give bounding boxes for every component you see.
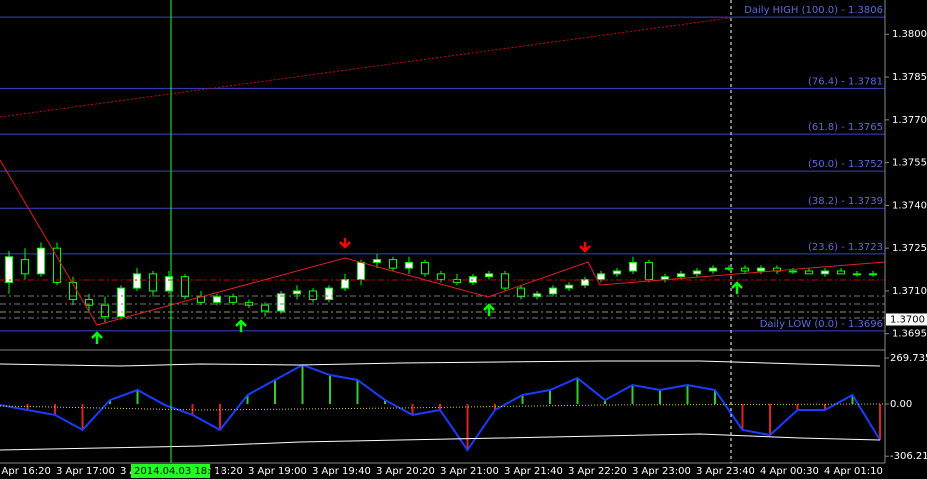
candle-body	[277, 293, 285, 312]
x-tick-label: 3 Apr 16:20	[0, 466, 51, 477]
candle-body	[517, 287, 525, 298]
candle-body	[85, 299, 93, 306]
fib-label: (23.6) - 1.3723	[808, 242, 883, 253]
indicator-panel	[0, 363, 881, 452]
y-tick-label: 1.3800	[892, 29, 927, 40]
x-tick-label: 3 Apr 23:00	[632, 466, 691, 477]
fib-label: (50.0) - 1.3752	[808, 159, 883, 170]
trend-line	[0, 17, 731, 118]
x-tick-label: 3 Apr 22:20	[568, 466, 627, 477]
candle-body	[629, 261, 637, 272]
candle-body	[261, 304, 269, 312]
zigzag	[0, 159, 886, 326]
x-tick-label: 3 Apr 21:00	[440, 466, 499, 477]
x-tick-label: 3 Apr 19:40	[312, 466, 371, 477]
price-panel: Daily HIGH (100.0) - 1.3806 (76.4) - 1.37…	[0, 5, 885, 332]
candle-body	[373, 259, 381, 263]
candle-body	[21, 259, 29, 275]
upper-band	[0, 360, 881, 367]
sell-arrow	[339, 238, 351, 249]
y-tick-label: 1.3725	[892, 243, 927, 254]
candle-body	[869, 273, 877, 276]
oscillator-line	[0, 363, 881, 452]
sell-arrow	[579, 242, 591, 253]
x-tick-label: 3 Apr 18:20	[184, 466, 243, 477]
buy-arrow	[91, 331, 103, 344]
candle-body	[837, 270, 845, 275]
candle-body	[853, 273, 861, 276]
y-tick-label: 1.3770	[892, 115, 927, 126]
fib-label: (38.2) - 1.3739	[808, 196, 883, 207]
fib-label: Daily HIGH (100.0) - 1.3806	[744, 5, 883, 16]
fib-label: (76.4) - 1.3781	[808, 76, 883, 87]
candle-body	[501, 273, 509, 289]
candle-body	[565, 284, 573, 289]
candle-body	[421, 261, 429, 275]
cursor-time-label: 2014.04.03 18:10	[134, 466, 223, 477]
candle-body	[485, 273, 493, 278]
candle-body	[613, 270, 621, 275]
buy-arrow	[235, 319, 247, 332]
candle-body	[693, 270, 701, 275]
x-tick-label: 3 Apr 21:40	[504, 466, 563, 477]
candle-body	[5, 256, 13, 283]
indicator-tick-label: 269.7357	[890, 353, 927, 364]
indicator-tick-label: 0.00	[890, 399, 912, 410]
candle-body	[357, 261, 365, 281]
candle-body	[725, 267, 733, 270]
signal-arrows	[91, 238, 743, 344]
candle-body	[597, 273, 605, 281]
y-tick-label: 1.3710	[892, 286, 927, 297]
x-tick-label: 3 Apr 20:20	[376, 466, 435, 477]
candle-body	[389, 259, 397, 269]
candle-body	[405, 261, 413, 269]
fib-label: (61.8) - 1.3765	[808, 122, 883, 133]
candle-body	[37, 247, 45, 275]
candle-body	[53, 247, 61, 283]
candle-body	[645, 261, 653, 281]
buy-arrow	[731, 281, 743, 294]
candle-body	[805, 270, 813, 275]
buy-arrow	[483, 303, 495, 316]
x-tick-label: 3 Apr 19:00	[248, 466, 307, 477]
y-tick-label: 1.3785	[892, 72, 927, 83]
candle-body	[117, 287, 125, 318]
fib-label: Daily LOW (0.0) - 1.3696	[760, 319, 883, 330]
y-tick-label: 1.3695	[892, 329, 927, 340]
candle-body	[229, 296, 237, 303]
y-tick-label: 1.3755	[892, 158, 927, 169]
y-tick-label: 1.3740	[892, 200, 927, 211]
candle-body	[549, 287, 557, 295]
x-tick-label: 4 Apr 01:10	[824, 466, 883, 477]
candle-body	[309, 290, 317, 301]
candle-body	[149, 273, 157, 292]
candle-body	[165, 276, 173, 292]
candle-body	[741, 267, 749, 272]
candle-body	[821, 270, 829, 275]
cursor-time-box	[131, 464, 210, 478]
candle-body	[213, 296, 221, 303]
candle-body	[341, 279, 349, 289]
candle-body	[533, 293, 541, 298]
candle-body	[437, 273, 445, 281]
candle-body	[677, 273, 685, 278]
indicator-tick-label: -306.212	[890, 451, 927, 462]
x-tick-label: 3 Apr 17:00	[56, 466, 115, 477]
candle-body	[757, 267, 765, 272]
x-tick-label: 4 Apr 00:30	[760, 466, 819, 477]
current-price-box	[886, 313, 927, 326]
candle-body	[325, 287, 333, 301]
candle-body	[101, 304, 109, 318]
candle-body	[709, 267, 717, 272]
lower-band	[0, 433, 881, 451]
candle-body	[181, 276, 189, 298]
x-tick-label: 3 Apr 23:40	[696, 466, 755, 477]
candle-body	[133, 273, 141, 289]
candle-body	[293, 290, 301, 295]
current-price-label: 1.3700	[890, 314, 925, 325]
candle-body	[789, 270, 797, 273]
axes: 1.3800 1.3785 1.3770 1.3755 1.3740 1.3725 1.37…	[0, 29, 927, 478]
